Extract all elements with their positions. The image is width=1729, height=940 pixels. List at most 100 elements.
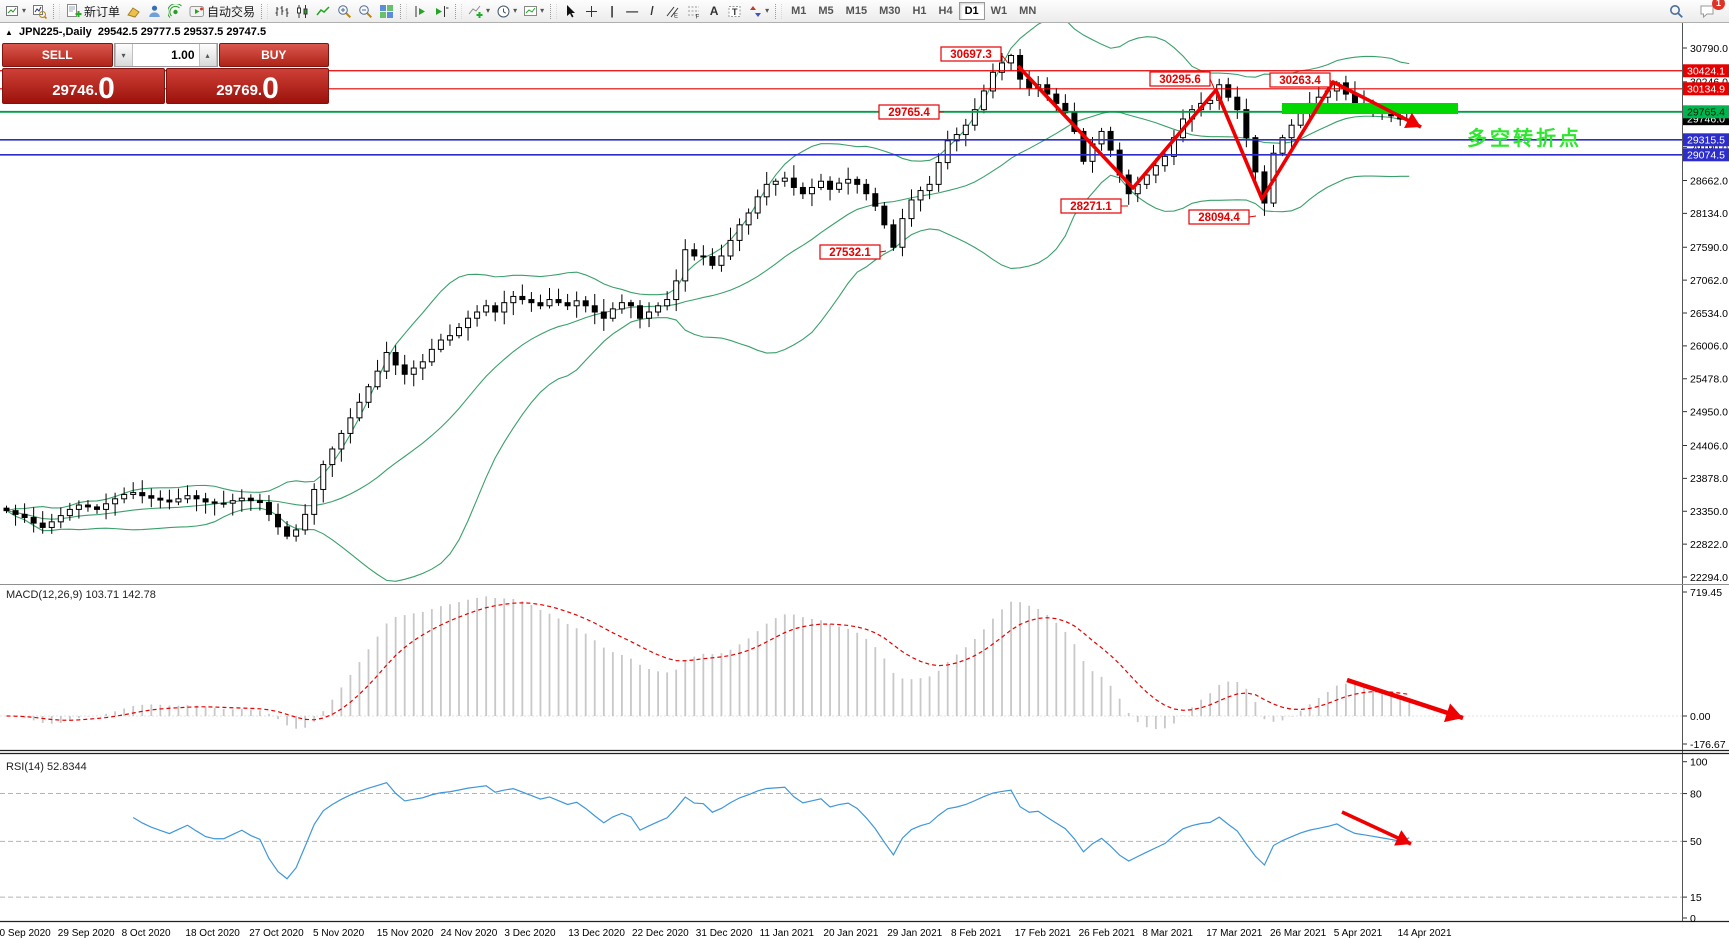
periods-button[interactable]: ▾ (493, 1, 520, 21)
sell-price[interactable]: 29746. 0 (2, 68, 165, 104)
timeframe-h4[interactable]: H4 (933, 2, 959, 20)
svg-text:28134.0: 28134.0 (1690, 208, 1728, 220)
timeframe-m1[interactable]: M1 (785, 2, 812, 20)
date-label: 20 Jan 2021 (823, 928, 878, 939)
buy-price[interactable]: 29769. 0 (166, 68, 329, 104)
svg-text:23350.0: 23350.0 (1690, 506, 1728, 518)
svg-text:100: 100 (1690, 757, 1708, 769)
date-label: 31 Dec 2020 (696, 928, 753, 939)
notifications-button[interactable]: 1 (1696, 0, 1725, 21)
svg-text:F: F (696, 14, 700, 19)
svg-text:27062.0: 27062.0 (1690, 275, 1728, 287)
cursor-icon (567, 4, 576, 17)
sell-button[interactable]: SELL (2, 43, 113, 67)
date-label: 17 Mar 2021 (1206, 928, 1263, 939)
signals-button[interactable] (165, 1, 186, 21)
price-annotation[interactable] (1188, 209, 1250, 225)
volume-control: ▾ ▴ (113, 43, 218, 67)
horizontal-line-tool-button[interactable]: — (622, 1, 642, 21)
timeframe-d1[interactable]: D1 (958, 2, 985, 20)
bull-bear-turning-point-note[interactable]: 多空转折点 (1467, 126, 1582, 150)
timeframe-h1[interactable]: H1 (906, 2, 932, 20)
zoom-out-button[interactable] (355, 1, 376, 21)
candlestick-chart-button[interactable] (292, 1, 313, 21)
zoom-in-button[interactable] (334, 1, 355, 21)
tick-chart-button[interactable] (29, 1, 50, 21)
fibonacci-icon: F (688, 6, 700, 19)
arrows-tool-button[interactable]: ▾ (745, 1, 772, 21)
svg-text:30697.3: 30697.3 (950, 49, 992, 61)
volume-decrease-button[interactable]: ▾ (114, 44, 133, 66)
profile-button[interactable] (144, 1, 165, 21)
date-label: 5 Apr 2021 (1334, 928, 1383, 939)
svg-text:30263.4: 30263.4 (1279, 75, 1321, 87)
svg-text:0.00: 0.00 (1690, 711, 1711, 723)
toolbar-grip[interactable] (261, 3, 269, 19)
cursor-tool-button[interactable] (560, 1, 581, 21)
trendline-tool-button[interactable]: / (642, 1, 662, 21)
autotrading-button[interactable]: 自动交易 (186, 1, 258, 21)
date-label: 24 Nov 2020 (441, 928, 498, 939)
timeframe-m15[interactable]: M15 (840, 2, 873, 20)
timeframe-m30[interactable]: M30 (873, 2, 906, 20)
svg-text:27532.1: 27532.1 (829, 247, 871, 259)
volume-input[interactable] (132, 44, 199, 66)
svg-text:22294.0: 22294.0 (1690, 572, 1728, 584)
svg-text:27590.0: 27590.0 (1690, 242, 1728, 254)
tile-windows-button[interactable] (376, 1, 397, 21)
toolbar-grip[interactable] (775, 3, 783, 19)
volume-increase-button[interactable]: ▴ (198, 44, 217, 66)
crosshair-tool-button[interactable] (581, 1, 602, 21)
price-annotation[interactable] (1269, 72, 1331, 88)
price-tag (1683, 148, 1729, 162)
buy-button[interactable]: BUY (218, 43, 329, 67)
add-indicator-button[interactable]: ▾ (465, 1, 493, 21)
timeframe-mn[interactable]: MN (1013, 2, 1042, 20)
template-button[interactable]: ▾ (520, 1, 547, 21)
text-label-tool-button[interactable]: T (724, 1, 745, 21)
price-annotation[interactable] (819, 244, 881, 260)
funds-button[interactable] (123, 1, 144, 21)
price-annotation[interactable] (940, 46, 1002, 62)
svg-text:30134.9: 30134.9 (1687, 84, 1725, 96)
fibonacci-tool-button[interactable]: F (683, 1, 704, 21)
toolbar-grip[interactable] (53, 3, 61, 19)
bar-chart-button[interactable] (271, 1, 292, 21)
date-label: 8 Oct 2020 (122, 928, 171, 939)
sell-price-main: 29746. (52, 82, 99, 100)
price-annotation[interactable] (1060, 198, 1122, 214)
chart-window-button[interactable]: ▾ (2, 1, 29, 21)
svg-text:24406.0: 24406.0 (1690, 440, 1728, 452)
zoom-in-icon (338, 4, 352, 18)
svg-text:26534.0: 26534.0 (1690, 308, 1728, 320)
add-indicator-icon (468, 5, 483, 18)
vertical-line-tool-button[interactable]: | (602, 1, 622, 21)
new-order-button[interactable]: 新订单 (63, 1, 123, 21)
date-label: 13 Dec 2020 (568, 928, 625, 939)
toolbar-grip[interactable] (550, 3, 558, 19)
toolbar-grip[interactable] (455, 3, 463, 19)
zoom-out-icon (359, 4, 373, 18)
svg-text:26006.0: 26006.0 (1690, 341, 1728, 353)
date-label: 26 Mar 2021 (1270, 928, 1327, 939)
timeframe-m5[interactable]: M5 (812, 2, 839, 20)
notification-badge: 1 (1712, 0, 1725, 10)
svg-text:23878.0: 23878.0 (1690, 473, 1728, 485)
auto-scroll-button[interactable] (410, 1, 431, 21)
highlight-zone[interactable] (1282, 103, 1458, 114)
channel-tool-button[interactable]: E (662, 1, 683, 21)
crosshair-icon (586, 5, 598, 17)
price-annotation[interactable] (878, 104, 940, 120)
search-button[interactable] (1665, 1, 1688, 21)
line-chart-button[interactable] (313, 1, 334, 21)
timeframe-w1[interactable]: W1 (985, 2, 1014, 20)
text-tool-button[interactable]: A (704, 1, 724, 21)
chevron-down-icon: ▾ (22, 6, 27, 15)
chart-shift-button[interactable] (431, 1, 452, 21)
chevron-down-icon: ▾ (540, 6, 545, 15)
price-annotation[interactable] (1149, 71, 1211, 87)
line-chart-icon (316, 5, 330, 15)
toolbar-grip[interactable] (400, 3, 408, 19)
signals-icon (168, 3, 182, 18)
